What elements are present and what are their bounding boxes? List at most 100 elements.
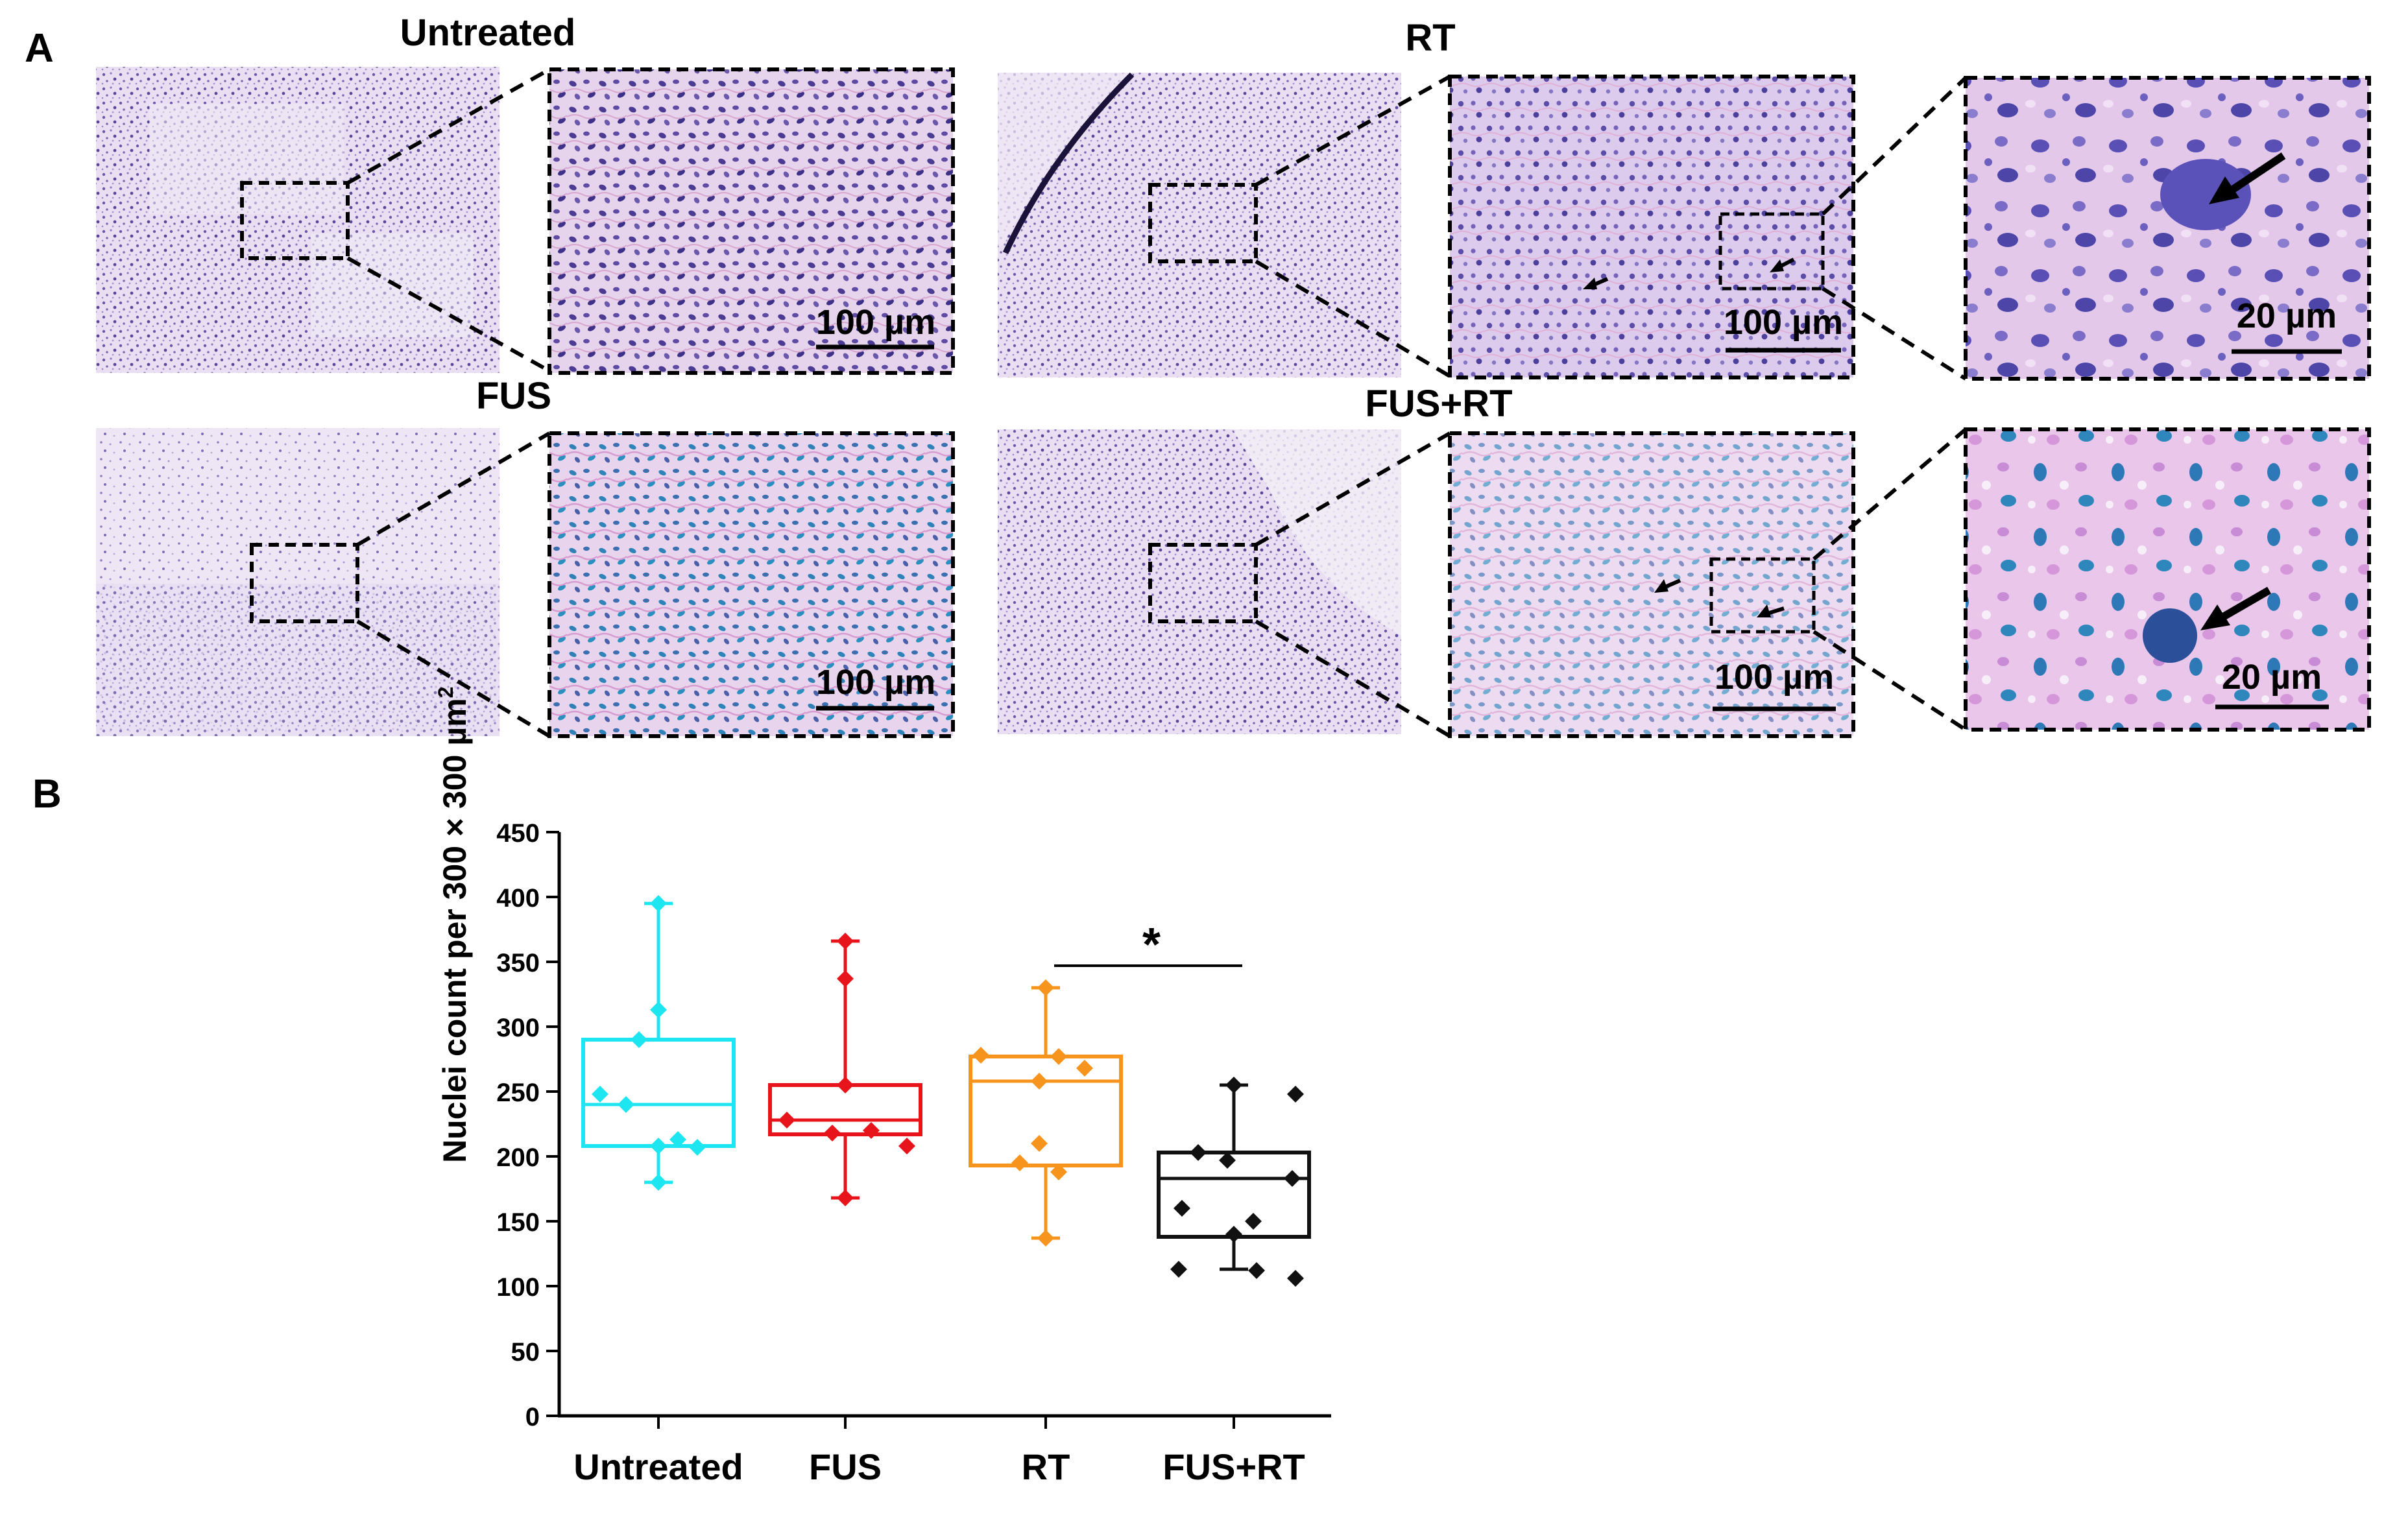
y-tick-label: 50 [511, 1338, 540, 1367]
micrograph-fus-high: 100 µm [548, 431, 955, 738]
significance-star: * [1142, 919, 1161, 971]
group-title-fus-rt: FUS+RT [1365, 383, 1512, 425]
data-point [1225, 1226, 1242, 1243]
scale-bar-label: 100 µm [1715, 658, 1834, 697]
zoom-line [346, 256, 551, 373]
data-point [650, 1138, 667, 1154]
data-point [1219, 1152, 1236, 1169]
data-point [778, 1112, 795, 1129]
group-title-rt: RT [1405, 17, 1455, 59]
y-tick-label: 100 [496, 1273, 540, 1302]
data-point [1190, 1144, 1207, 1161]
y-tick-label: 450 [496, 819, 540, 848]
inset-box-fus-rt [1148, 543, 1258, 623]
data-point [592, 1086, 608, 1103]
box-iqr [969, 1055, 1123, 1167]
data-point [650, 1174, 667, 1191]
box-iqr [1157, 1151, 1311, 1239]
data-point [1245, 1213, 1262, 1230]
group-title-untreated: Untreated [400, 12, 576, 54]
panel-b: B Nuclei count per 300 × 300 µm2 0 50 100 1… [32, 687, 1331, 1487]
zoom-line [1255, 431, 1451, 547]
data-point [1225, 1077, 1242, 1093]
data-point [1170, 1261, 1187, 1278]
data-point [618, 1096, 634, 1113]
data-point [1037, 979, 1054, 996]
data-point [1037, 1230, 1054, 1247]
data-point [837, 970, 854, 987]
micrograph-rt-low [998, 72, 1401, 377]
inset-box-rt [1148, 183, 1258, 263]
data-point [1174, 1200, 1190, 1217]
data-point [1031, 1073, 1048, 1090]
y-tick-label: 200 [496, 1143, 540, 1172]
zoom-line [346, 67, 551, 185]
data-point [1050, 1164, 1067, 1180]
zoom-line [1821, 76, 1968, 216]
y-axis-label: Nuclei count per 300 × 300 µm2 [434, 687, 473, 1163]
scale-bar-label: 20 µm [2222, 658, 2322, 697]
zoom-line [1822, 287, 1967, 381]
panel-a-label: A [25, 26, 54, 71]
y-axis-label-text: Nuclei count per 300 × 300 µm [437, 698, 473, 1163]
zoom-line [356, 619, 551, 738]
zoom-line [1255, 619, 1451, 738]
data-point [1031, 1135, 1048, 1152]
micrograph-rt-high: 20 µm [1964, 76, 2371, 381]
x-tick-label: RT [1022, 1446, 1070, 1487]
scale-bar-label: 100 µm [816, 303, 935, 342]
data-point [863, 1122, 880, 1139]
scale-bar-label: 100 µm [816, 663, 935, 702]
y-tick-label: 350 [496, 949, 540, 977]
x-tick-label: FUS+RT [1162, 1446, 1305, 1487]
micrograph-fus-rt-high: 20 µm [1964, 427, 2371, 732]
zoom-line [1812, 427, 1967, 561]
zoom-line [1255, 75, 1451, 187]
zoom-line [1255, 259, 1451, 378]
data-point [1076, 1060, 1093, 1077]
y-tick-label: 250 [496, 1079, 540, 1107]
data-point [1287, 1086, 1304, 1103]
y-axis-label-superscript: 2 [434, 687, 457, 699]
x-tick-label: Untreated [573, 1446, 743, 1487]
inset-box-rt-mid [1718, 212, 1825, 291]
data-point [650, 895, 667, 912]
scale-bar-label: 100 µm [1724, 303, 1843, 342]
zoom-line [356, 431, 551, 547]
data-point [689, 1139, 706, 1156]
data-point [1284, 1170, 1301, 1187]
panel-b-label: B [32, 772, 62, 817]
box-series-untreated [581, 895, 736, 1191]
panel-a: A Untreated RT FUS FUS+RT 100 µm [25, 12, 2371, 738]
data-point [650, 1001, 667, 1018]
box-series-rt [969, 979, 1123, 1247]
micrograph-fus-rt-mid: 100 µm [1448, 431, 1855, 738]
data-point [631, 1031, 647, 1048]
data-point [1050, 1048, 1067, 1065]
micrograph-fus-low [96, 428, 500, 736]
y-tick-label: 0 [525, 1403, 540, 1431]
data-point [1248, 1262, 1265, 1279]
micrograph-fus-rt-low [998, 429, 1401, 734]
data-point [824, 1125, 841, 1141]
y-tick-label: 300 [496, 1014, 540, 1042]
inset-box-untreated [240, 181, 350, 260]
data-point [837, 1189, 854, 1206]
inset-box-fus-rt-mid [1709, 557, 1816, 634]
data-point [837, 1077, 854, 1093]
box-series-fus [768, 933, 922, 1206]
zoom-line [1812, 630, 1967, 732]
micrograph-untreated-low [96, 67, 500, 373]
data-point [1011, 1154, 1028, 1171]
group-title-fus: FUS [476, 375, 551, 417]
inset-box-fus [250, 543, 359, 623]
data-point [837, 933, 854, 950]
micrograph-untreated-high: 100 µm [548, 67, 955, 375]
y-tick-label: 150 [496, 1208, 540, 1237]
box-series-fus-rt [1157, 1077, 1311, 1287]
x-tick-label: FUS [809, 1446, 882, 1487]
data-point [972, 1047, 989, 1064]
box-plot: 0 50 100 150 200 250 300 350 400 450 Untreated FUS… [496, 819, 1331, 1487]
micrograph-rt-mid: 100 µm [1448, 75, 1855, 379]
